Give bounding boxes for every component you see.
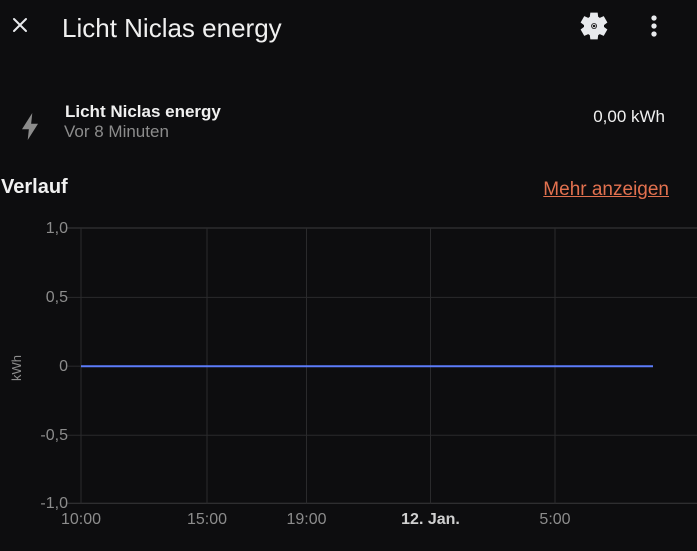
svg-text:10:00: 10:00	[61, 511, 101, 528]
svg-text:5:00: 5:00	[539, 511, 570, 528]
svg-text:1,0: 1,0	[46, 220, 68, 237]
svg-text:15:00: 15:00	[187, 511, 227, 528]
svg-text:12. Jan.: 12. Jan.	[401, 511, 460, 528]
svg-text:-0,5: -0,5	[40, 427, 68, 444]
svg-text:19:00: 19:00	[286, 511, 326, 528]
svg-text:0,5: 0,5	[46, 289, 68, 306]
svg-text:0: 0	[59, 358, 68, 375]
svg-text:-1,0: -1,0	[40, 495, 68, 512]
